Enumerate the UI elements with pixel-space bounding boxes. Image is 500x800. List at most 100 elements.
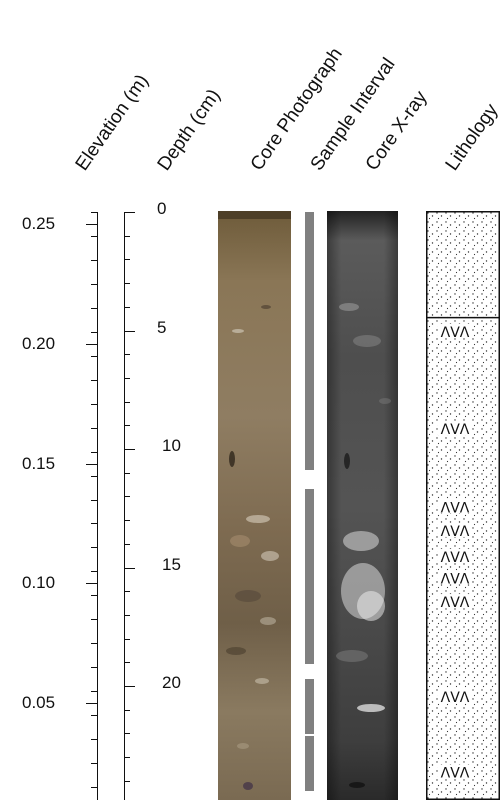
shell-marker: ΛVΛ bbox=[441, 325, 470, 341]
depth-minor-tick bbox=[124, 307, 130, 308]
depth-minor-tick bbox=[124, 283, 130, 284]
depth-major-tick bbox=[124, 686, 135, 687]
shell-marker: ΛVΛ bbox=[441, 524, 470, 540]
header-lithology: Lithology bbox=[441, 100, 500, 175]
shell-marker: ΛVΛ bbox=[441, 500, 470, 516]
elevation-minor-tick bbox=[91, 619, 97, 620]
depth-tick-label: 15 bbox=[162, 555, 181, 574]
sample-interval-bar bbox=[305, 418, 314, 470]
shell-marker-background bbox=[438, 499, 472, 514]
elevation-minor-tick bbox=[91, 284, 97, 285]
sample-interval-bar bbox=[305, 212, 314, 307]
shell-markers: ΛVΛ ΛVΛ ΛVΛ ΛVΛ ΛVΛ ΛVΛ ΛVΛ ΛVΛ ΛVΛ bbox=[438, 323, 472, 782]
sample-interval-bar bbox=[305, 489, 314, 664]
elevation-minor-tick bbox=[91, 547, 97, 548]
elevation-minor-tick bbox=[91, 523, 97, 524]
depth-tick-label: 5 bbox=[157, 318, 167, 337]
elevation-tick-label: 0.20 bbox=[22, 334, 56, 353]
shell-marker: ΛVΛ bbox=[441, 571, 470, 587]
lithology-column: ΛVΛ ΛVΛ ΛVΛ ΛVΛ ΛVΛ ΛVΛ ΛVΛ ΛVΛ ΛVΛ bbox=[426, 211, 500, 800]
depth-minor-tick bbox=[124, 639, 130, 640]
depth-tick-label: 20 bbox=[162, 673, 181, 692]
elevation-minor-tick bbox=[91, 715, 97, 716]
sample-interval-bar bbox=[305, 736, 314, 791]
core-xray bbox=[327, 211, 398, 800]
shell-marker-background bbox=[438, 570, 472, 585]
depth-tick-label: 10 bbox=[162, 436, 181, 455]
depth-minor-tick bbox=[124, 496, 130, 497]
elevation-major-tick bbox=[86, 583, 97, 584]
core-photograph bbox=[218, 211, 291, 800]
sample-interval-column bbox=[305, 0, 314, 800]
depth-minor-tick bbox=[124, 378, 130, 379]
elevation-axis-line bbox=[97, 212, 98, 800]
depth-minor-tick bbox=[124, 710, 130, 711]
shell-marker-background bbox=[438, 594, 472, 609]
elevation-major-tick bbox=[86, 464, 97, 465]
depth-major-tick bbox=[124, 331, 135, 332]
elevation-tick-label: 0.15 bbox=[22, 454, 56, 473]
depth-minor-tick bbox=[124, 473, 130, 474]
shell-marker-background bbox=[438, 764, 472, 779]
elevation-minor-tick bbox=[91, 356, 97, 357]
elevation-minor-tick bbox=[91, 500, 97, 501]
shell-marker-background bbox=[438, 323, 472, 338]
elevation-minor-tick bbox=[91, 787, 97, 788]
elevation-major-tick bbox=[86, 703, 97, 704]
elevation-minor-tick bbox=[91, 643, 97, 644]
elevation-major-tick bbox=[86, 224, 97, 225]
shell-marker: ΛVΛ bbox=[441, 595, 470, 611]
elevation-minor-tick bbox=[91, 404, 97, 405]
depth-minor-tick bbox=[124, 354, 130, 355]
sample-interval-bar bbox=[305, 307, 314, 369]
elevation-minor-tick bbox=[91, 476, 97, 477]
depth-minor-tick bbox=[124, 781, 130, 782]
elevation-minor-tick bbox=[91, 308, 97, 309]
depth-minor-tick bbox=[124, 520, 130, 521]
depth-major-tick bbox=[124, 212, 135, 213]
elevation-minor-tick bbox=[91, 332, 97, 333]
elevation-minor-tick bbox=[91, 380, 97, 381]
depth-major-tick bbox=[124, 568, 135, 569]
elevation-tick-label: 0.25 bbox=[22, 214, 56, 233]
depth-minor-tick bbox=[124, 615, 130, 616]
elevation-minor-tick bbox=[91, 763, 97, 764]
depth-minor-tick bbox=[124, 733, 130, 734]
header-depth: Depth (cm) bbox=[153, 85, 225, 175]
depth-minor-tick bbox=[124, 402, 130, 403]
elevation-minor-tick bbox=[91, 691, 97, 692]
elevation-tick-label: 0.10 bbox=[22, 573, 56, 592]
depth-minor-tick bbox=[124, 757, 130, 758]
depth-minor-tick bbox=[124, 425, 130, 426]
sample-interval-bar bbox=[305, 368, 314, 418]
sample-interval-bar bbox=[305, 679, 314, 734]
shell-marker-background bbox=[438, 522, 472, 537]
shell-marker: ΛVΛ bbox=[441, 550, 470, 566]
depth-minor-tick bbox=[124, 259, 130, 260]
header-elevation: Elevation (m) bbox=[71, 70, 154, 175]
depth-minor-tick bbox=[124, 236, 130, 237]
elevation-minor-tick bbox=[91, 667, 97, 668]
shell-marker-background bbox=[438, 421, 472, 436]
depth-tick-label: 0 bbox=[157, 199, 167, 218]
shell-marker: ΛVΛ bbox=[441, 766, 470, 782]
elevation-minor-tick bbox=[91, 739, 97, 740]
shell-marker: ΛVΛ bbox=[441, 690, 470, 706]
shell-marker-background bbox=[438, 688, 472, 703]
depth-minor-tick bbox=[124, 662, 130, 663]
elevation-minor-tick bbox=[91, 452, 97, 453]
depth-minor-tick bbox=[124, 591, 130, 592]
elevation-minor-tick bbox=[91, 260, 97, 261]
depth-major-tick bbox=[124, 449, 135, 450]
elevation-minor-tick bbox=[91, 428, 97, 429]
elevation-minor-tick bbox=[91, 212, 97, 213]
depth-axis-line bbox=[124, 212, 125, 800]
elevation-major-tick bbox=[86, 344, 97, 345]
elevation-minor-tick bbox=[91, 571, 97, 572]
shell-marker: ΛVΛ bbox=[441, 422, 470, 438]
shell-marker-background bbox=[438, 549, 472, 564]
elevation-tick-label: 0.05 bbox=[22, 693, 56, 712]
elevation-minor-tick bbox=[91, 236, 97, 237]
depth-minor-tick bbox=[124, 544, 130, 545]
